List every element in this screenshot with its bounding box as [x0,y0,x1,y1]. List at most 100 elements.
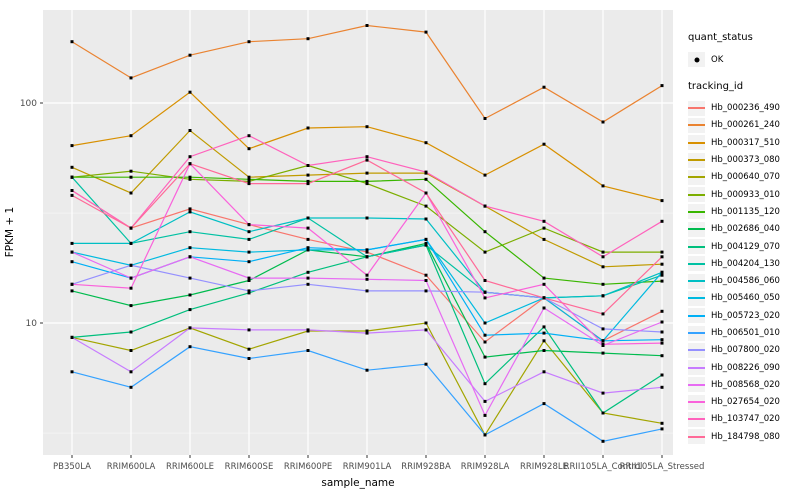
data-point [424,30,428,34]
legend-item-label: Hb_001135_120 [711,206,780,217]
data-point [129,175,133,179]
series-color-key-icon [688,169,705,185]
series-color-key-icon [688,411,705,427]
x-tick-label: RRIM600LA [107,462,156,472]
data-point [70,165,74,169]
series-color-key-icon [688,221,705,237]
data-point [542,349,546,352]
legend-item-label: Hb_008226_090 [711,362,780,373]
series-color-key-icon [688,308,705,324]
series-color-key-icon [688,204,705,220]
data-point [70,260,74,264]
data-point [660,279,664,283]
legend-item-label: Hb_008568_020 [711,379,780,390]
data-point [188,230,192,234]
data-point [365,273,369,277]
data-point [601,265,605,269]
legend-item-Hb_005460_050: Hb_005460_050 [688,290,798,306]
data-point [247,177,251,181]
y-tick-label: 100 [20,99,37,109]
legend-item-label: Hb_004129_070 [711,241,780,252]
data-point [601,282,605,286]
series-color-key-icon [688,325,705,341]
data-point [542,306,546,310]
data-point [542,296,546,300]
data-point [306,237,310,241]
legend-item-label: OK [711,54,724,65]
data-point [365,179,369,183]
data-point [188,90,192,94]
data-point [542,402,546,406]
series-color-key-icon [688,429,705,445]
data-point [483,173,487,177]
data-point [542,339,546,343]
data-point [542,219,546,223]
data-point [306,164,310,167]
data-point [542,237,546,241]
data-point [247,279,251,282]
data-point [660,199,664,203]
data-point [424,237,428,241]
data-point [70,370,74,374]
legend-item-Hb_004204_130: Hb_004204_130 [688,256,798,272]
data-point [660,354,664,358]
data-point [542,226,546,230]
data-point [306,282,310,286]
data-point [247,260,251,264]
legend-item-Hb_006501_010: Hb_006501_010 [688,325,798,341]
data-point [306,270,310,274]
data-point [660,219,664,223]
legend-item-label: Hb_005460_050 [711,293,780,304]
data-point [70,250,74,254]
data-point [424,241,428,245]
data-point [365,182,369,186]
legend-tracking-items: Hb_000236_490 Hb_000261_240 Hb_000317_510 H… [688,100,798,445]
data-point [306,328,310,332]
data-point [70,144,74,148]
data-point [129,330,133,334]
data-point [660,338,664,342]
data-point [365,155,369,159]
data-point [483,290,487,294]
series-color-key-icon [688,239,705,255]
data-point [188,155,192,159]
series-color-key-icon [688,342,705,358]
series-color-key-icon [688,117,705,133]
series-color-key-icon [688,152,705,168]
data-point [365,248,369,252]
panel-background [43,10,673,455]
legend-quant-status-title: quant_status [688,32,753,43]
data-point [247,223,251,227]
data-point [129,191,133,195]
legend-item-label: Hb_004204_130 [711,258,780,269]
x-tick-label: RRIM928LA [461,462,510,472]
data-point [365,277,369,281]
legend-item-Hb_004129_070: Hb_004129_070 [688,238,798,255]
data-point [129,76,133,80]
data-point [188,326,192,330]
data-point [601,312,605,316]
data-point [424,279,428,282]
data-point [129,276,133,280]
data-point [660,341,664,345]
x-tick-label: RRIM600PE [284,462,332,472]
data-point [483,340,487,344]
data-point [660,330,664,334]
data-point [483,333,487,337]
data-point [483,433,487,437]
data-point [129,286,133,290]
data-point [188,53,192,57]
data-point [129,349,133,352]
data-point [365,216,369,220]
data-point [70,189,74,192]
data-point [483,230,487,234]
legend-item-label: Hb_006501_010 [711,328,780,338]
data-point [70,289,74,293]
x-tick-label: PB350LA [53,462,91,472]
data-point [306,248,310,252]
series-color-key-icon [688,377,705,393]
data-point [306,182,310,186]
data-point [365,289,369,293]
data-point [424,170,428,174]
data-point [365,125,369,129]
